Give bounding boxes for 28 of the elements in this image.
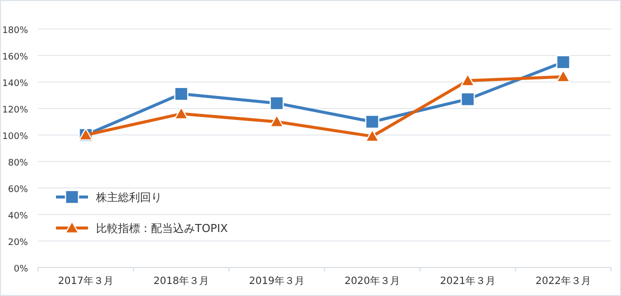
- x-tick-label: 2017年３月: [58, 275, 114, 287]
- point: [270, 96, 284, 110]
- point: [556, 70, 570, 82]
- legend-label: 比較指標：配当込みTOPIX: [96, 222, 228, 235]
- x-tick-label: 2018年３月: [154, 275, 209, 287]
- x-tick-label: 2019年３月: [249, 275, 304, 287]
- y-tick-label: 20%: [8, 238, 28, 248]
- y-tick-label: 160%: [2, 52, 28, 62]
- y-tick-label: 40%: [8, 212, 28, 222]
- point: [556, 55, 570, 70]
- legend-label: 株主総利回り: [95, 191, 162, 204]
- y-tick-label: 140%: [2, 79, 28, 89]
- point: [365, 129, 380, 142]
- x-tick-label: 2020年３月: [344, 275, 400, 287]
- x-tick-label: 2021年３月: [440, 275, 496, 287]
- point: [365, 114, 380, 129]
- point: [460, 92, 475, 106]
- point: [174, 106, 188, 120]
- x-tick-label: 2022年３月: [536, 275, 591, 287]
- y-tick-label: 120%: [2, 106, 28, 116]
- point: [270, 114, 284, 128]
- point: [460, 74, 475, 86]
- y-tick-label: 60%: [8, 185, 28, 195]
- y-tick-label: 180%: [2, 26, 28, 36]
- y-tick-label: 100%: [2, 132, 28, 142]
- point: [174, 86, 188, 102]
- y-tick-label: 80%: [8, 158, 28, 168]
- y-tick-label: 0%: [14, 264, 28, 274]
